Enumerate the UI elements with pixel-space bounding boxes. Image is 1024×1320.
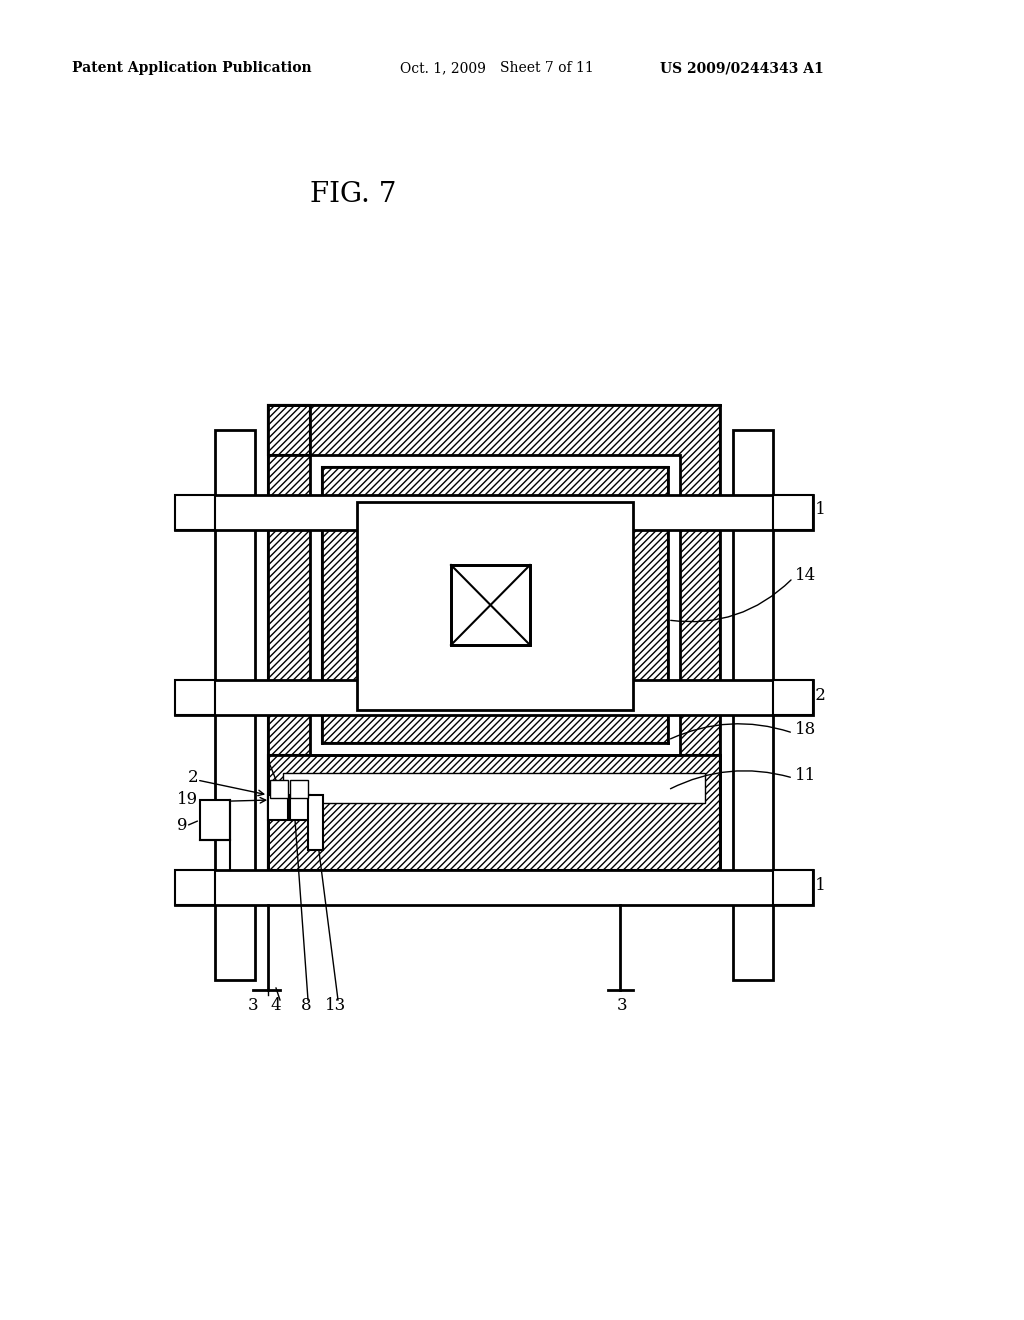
Bar [268, 405, 720, 870]
Bar [451, 565, 530, 645]
Bar [310, 455, 680, 755]
Text: 101: 101 [795, 502, 826, 519]
Text: Sheet 7 of 11: Sheet 7 of 11 [500, 61, 594, 75]
Bar [773, 680, 813, 715]
Bar [270, 780, 288, 799]
Bar [268, 795, 288, 820]
Text: 18: 18 [795, 722, 816, 738]
Text: Oct. 1, 2009: Oct. 1, 2009 [400, 61, 485, 75]
Text: 4: 4 [270, 997, 282, 1014]
Text: FIG. 7: FIG. 7 [310, 181, 396, 209]
Bar [175, 680, 215, 715]
Bar [357, 502, 633, 710]
Text: 2: 2 [187, 770, 198, 787]
Text: 11: 11 [795, 767, 816, 784]
Bar [733, 430, 773, 979]
Bar [290, 780, 308, 799]
Bar [322, 467, 668, 743]
Bar [308, 795, 323, 850]
Bar [175, 495, 813, 531]
Bar [268, 405, 310, 455]
Bar [283, 774, 705, 803]
Text: 3: 3 [248, 997, 258, 1014]
Text: 9: 9 [177, 817, 188, 833]
Bar [175, 680, 813, 715]
Bar [268, 755, 720, 870]
Text: 3: 3 [616, 997, 628, 1014]
Text: 13: 13 [326, 997, 347, 1014]
Bar [773, 495, 813, 531]
Bar [290, 795, 310, 820]
Text: 14: 14 [795, 566, 816, 583]
Text: Patent Application Publication: Patent Application Publication [72, 61, 311, 75]
Bar [175, 870, 813, 906]
Text: US 2009/0244343 A1: US 2009/0244343 A1 [660, 61, 823, 75]
Text: 102: 102 [795, 686, 826, 704]
Bar [200, 800, 230, 840]
Text: 101: 101 [795, 876, 826, 894]
Text: 19: 19 [177, 792, 198, 808]
Bar [175, 495, 215, 531]
Text: 8: 8 [301, 997, 311, 1014]
Bar [773, 870, 813, 906]
Bar [451, 565, 530, 645]
Bar [215, 430, 255, 979]
Bar [175, 870, 215, 906]
